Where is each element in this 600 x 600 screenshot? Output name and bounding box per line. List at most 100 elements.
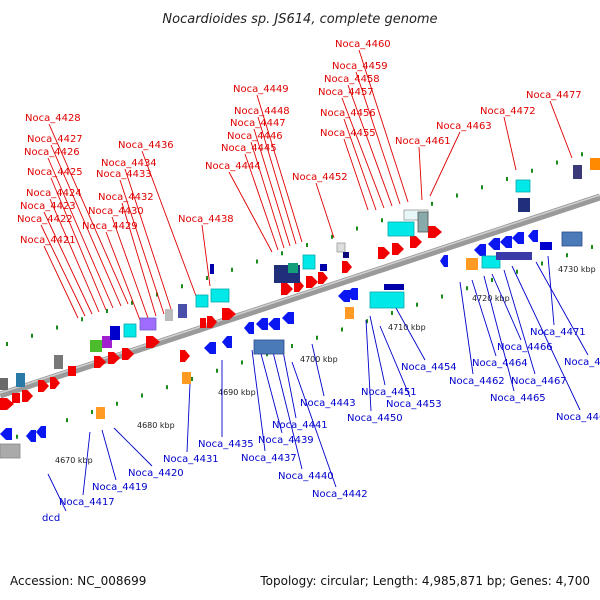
- reverse-gene-arrow: [488, 238, 500, 250]
- gene-features: [0, 158, 600, 459]
- tick-dot: [566, 253, 568, 258]
- gene-labels: Noca_4421 Noca_4422 Noca_4423 Noca_4424 Noca…: [17, 39, 600, 524]
- tick-dot: [331, 234, 333, 239]
- reverse-gene-arrow: [26, 430, 36, 442]
- gene-feature-box: [54, 355, 63, 369]
- gene-feature-box: [573, 165, 582, 179]
- leader-line: [105, 231, 141, 321]
- leader-line: [121, 202, 157, 317]
- tick-label: 4690 kbp: [218, 388, 256, 397]
- leader-line: [49, 198, 100, 313]
- tick-dot: [231, 267, 233, 272]
- leader-line: [471, 279, 497, 357]
- gene-feature-box: [139, 317, 157, 331]
- reverse-gene-arrow: [440, 255, 448, 267]
- leader-line: [547, 255, 555, 326]
- gene-label: Noca_4419: [92, 482, 148, 493]
- gene-feature-box: [210, 288, 230, 303]
- gene-label: Noca_4461: [395, 136, 451, 147]
- leader-line: [343, 118, 377, 211]
- tick-dot: [216, 368, 218, 373]
- gene-label: Noca_4454: [401, 362, 457, 373]
- gene-label: Noca_4449: [233, 84, 289, 95]
- forward-gene-arrow: [207, 316, 217, 328]
- leader-line: [535, 261, 589, 356]
- genome-summary-text: Topology: circular; Length: 4,985,871 bp…: [259, 574, 590, 588]
- gene-label: Noca_4468: [556, 412, 600, 423]
- leader-line: [491, 273, 522, 341]
- gene-feature-box: [90, 340, 102, 352]
- leader-line: [47, 157, 114, 309]
- gene-label: Noca_4463: [436, 121, 492, 132]
- gene-label: Noca_4444: [205, 161, 261, 172]
- leader-line: [369, 315, 386, 386]
- gene-label: Noca_4453: [386, 399, 442, 410]
- gene-feature-box: [466, 258, 478, 270]
- gene-label: Noca_4439: [258, 435, 314, 446]
- leader-line: [201, 224, 211, 287]
- tick-dot: [341, 327, 343, 332]
- accession-text: Accession: NC_008699: [10, 574, 146, 588]
- tick-dot: [91, 409, 93, 414]
- tick-dot: [381, 218, 383, 223]
- leader-line: [228, 171, 273, 253]
- leader-line: [418, 146, 423, 201]
- tick-dot: [156, 292, 158, 297]
- gene-label: Noca_4435: [198, 439, 254, 450]
- tick-dot: [431, 201, 433, 206]
- gene-feature-box: [253, 339, 285, 355]
- gene-feature-box: [515, 179, 531, 193]
- tick-dot: [6, 342, 8, 347]
- leader-line: [549, 100, 573, 159]
- gene-feature-box: [590, 158, 600, 170]
- leader-line: [250, 141, 285, 249]
- leader-line: [281, 345, 297, 419]
- gene-feature-box: [518, 198, 530, 212]
- gene-label: Noca_4470: [564, 357, 600, 368]
- forward-gene-arrow: [108, 352, 120, 364]
- leader-line: [244, 153, 279, 251]
- gene-label: Noca_4443: [300, 398, 356, 409]
- tick-dot: [191, 376, 193, 381]
- leader-line: [251, 349, 266, 452]
- tick-dot: [206, 276, 208, 281]
- gene-label: Noca_4452: [292, 172, 348, 183]
- tick-dot: [466, 286, 468, 291]
- leader-line: [124, 168, 173, 313]
- gene-label: Noca_4417: [59, 497, 115, 508]
- gene-label: Noca_4425: [27, 167, 83, 178]
- leader-line: [47, 473, 67, 512]
- gene-label: Noca_4477: [526, 90, 582, 101]
- leader-line: [347, 84, 393, 207]
- forward-gene-arrow: [428, 226, 442, 238]
- gene-feature-box: [96, 407, 105, 419]
- gene-label: Noca_4429: [82, 221, 138, 232]
- gene-label: Noca_4456: [320, 108, 376, 119]
- gene-label: Noca_4466: [497, 342, 553, 353]
- gene-label: Noca_4460: [335, 39, 391, 50]
- gene-feature-box: [12, 393, 20, 403]
- tick-dot: [366, 319, 368, 324]
- gene-label: Noca_4451: [361, 387, 417, 398]
- gene-feature-box: [182, 372, 191, 384]
- gene-label: Noca_4438: [178, 214, 234, 225]
- gene-label: Noca_4424: [26, 188, 82, 199]
- gene-label: Noca_4447: [230, 118, 286, 129]
- gene-feature-box: [417, 211, 429, 233]
- gene-label: Noca_4457: [318, 87, 374, 98]
- tick-dot: [416, 302, 418, 307]
- forward-gene-arrow: [180, 350, 190, 362]
- gene-feature-box: [123, 323, 137, 338]
- gene-label: Noca_4428: [25, 113, 81, 124]
- tick-dot: [166, 385, 168, 390]
- leader-line: [291, 361, 337, 488]
- leader-line: [358, 49, 409, 203]
- reverse-gene-arrow: [36, 426, 46, 438]
- leader-line: [259, 349, 283, 434]
- gene-label: Noca_4440: [278, 471, 334, 482]
- reverse-gene-arrow: [512, 232, 524, 244]
- reverse-gene-arrow: [282, 312, 294, 324]
- gene-label: Noca_4459: [332, 61, 388, 72]
- gene-feature-box: [320, 264, 327, 271]
- gene-label: Noca_4442: [312, 489, 368, 500]
